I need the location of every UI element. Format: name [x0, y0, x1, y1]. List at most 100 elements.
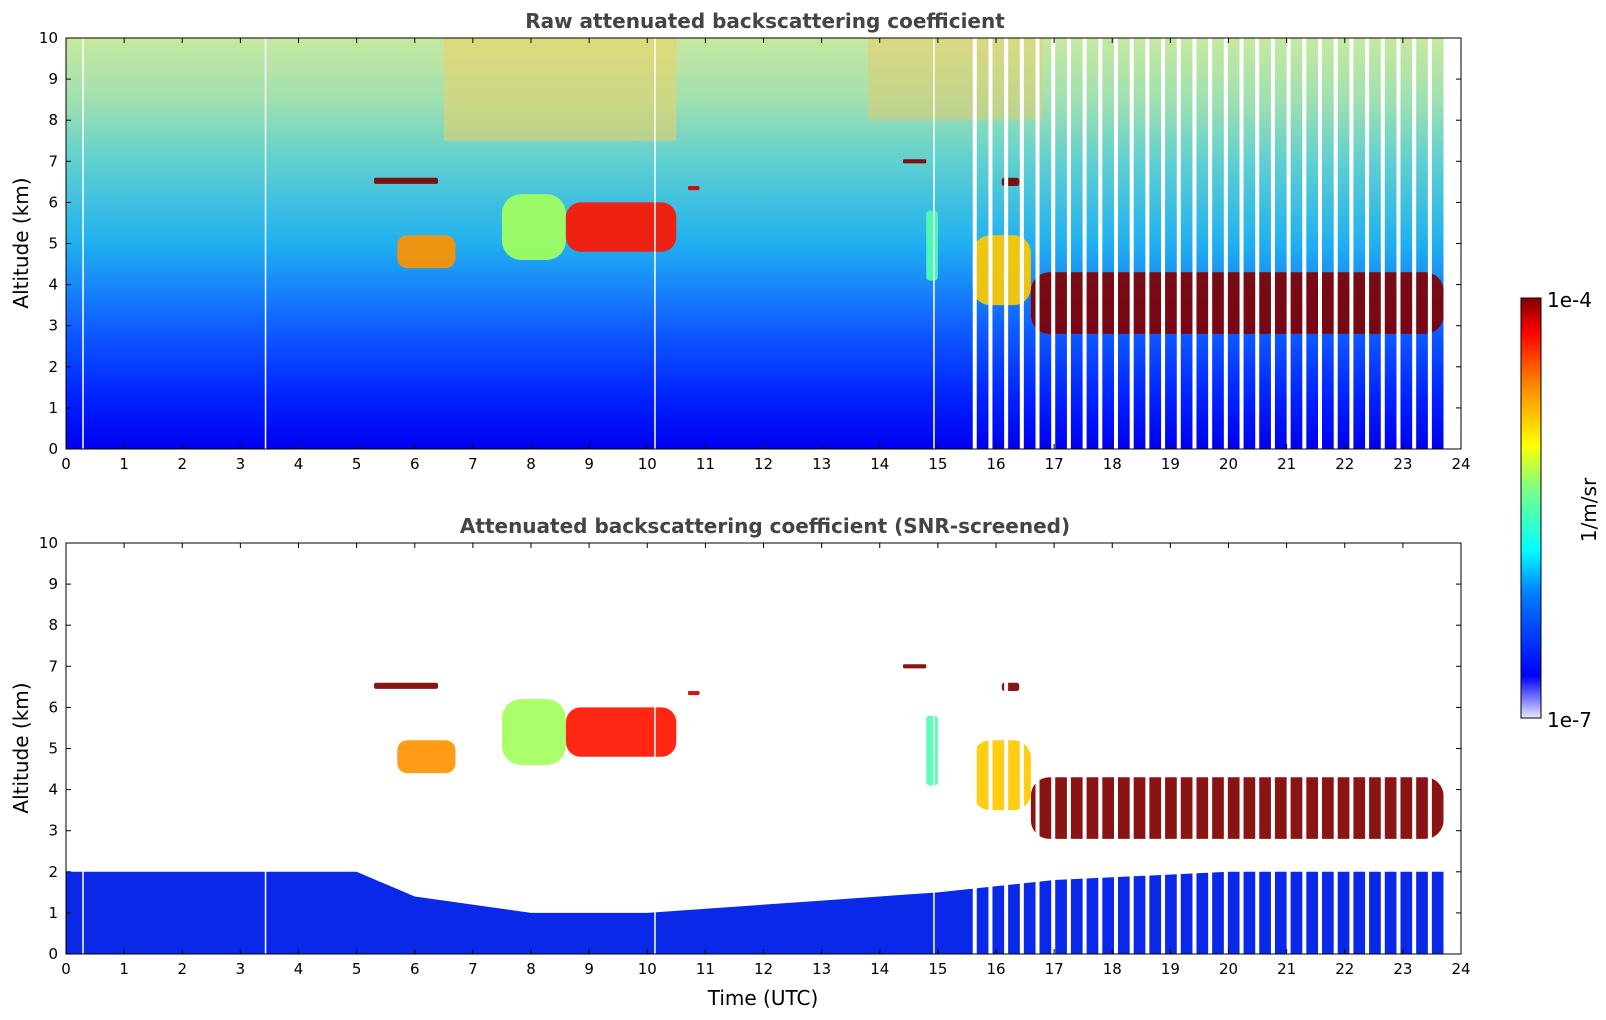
y-tick-label: 10: [39, 29, 58, 47]
cloud-feature: [903, 159, 927, 164]
data-gap: [1129, 38, 1134, 449]
x-tick-label: 6: [410, 960, 420, 978]
data-gap: [1349, 38, 1354, 449]
x-tick-label: 12: [754, 455, 773, 473]
colorbar: 1e-4 1e-7 1/m/sr: [1520, 288, 1601, 732]
y-tick-label: 2: [48, 358, 58, 376]
data-gap: [1019, 543, 1024, 954]
data-gap: [1082, 38, 1087, 449]
panel-title-raw: Raw attenuated backscattering coefficien…: [525, 9, 1005, 33]
data-gap: [1286, 543, 1291, 954]
y-tick-label: 1: [48, 904, 58, 922]
x-tick-label: 9: [584, 455, 594, 473]
data-gap: [1051, 38, 1056, 449]
colorbar-min-label: 1e-7: [1547, 708, 1592, 732]
y-tick-label: 9: [48, 70, 58, 88]
data-gap: [1161, 543, 1166, 954]
data-gap: [1239, 38, 1244, 449]
cloud-feature: [565, 202, 677, 252]
no-data-region: [1443, 38, 1461, 449]
y-tick-label: 2: [48, 863, 58, 881]
data-gap: [1113, 38, 1118, 449]
data-gap: [654, 543, 656, 954]
data-gap: [1349, 543, 1354, 954]
x-tick-label: 1: [119, 455, 129, 473]
data-gap: [1255, 38, 1260, 449]
x-tick-label: 10: [638, 455, 657, 473]
x-tick-label: 19: [1161, 455, 1180, 473]
x-tick-label: 20: [1219, 960, 1238, 978]
data-gap: [654, 38, 656, 449]
cloud-feature: [903, 664, 927, 669]
x-tick-label: 10: [638, 960, 657, 978]
y-tick-label: 7: [48, 657, 58, 675]
y-tick-label: 10: [39, 534, 58, 552]
data-gap: [1145, 543, 1150, 954]
data-gap: [1380, 38, 1385, 449]
heatmap-screened: [66, 543, 1461, 954]
colorbar-max-label: 1e-4: [1547, 288, 1592, 312]
y-tick-label: 4: [48, 781, 58, 799]
data-gap: [988, 38, 993, 449]
x-tick-label: 5: [352, 455, 362, 473]
x-tick-label: 17: [1045, 960, 1064, 978]
data-gap: [1208, 38, 1213, 449]
x-tick-label: 20: [1219, 455, 1238, 473]
data-gap: [1051, 543, 1056, 954]
data-gap: [1098, 38, 1103, 449]
x-tick-label: 7: [468, 960, 478, 978]
x-tick-label: 17: [1045, 455, 1064, 473]
data-gap: [1004, 38, 1009, 449]
cloud-feature: [1030, 777, 1444, 839]
x-tick-label: 0: [61, 960, 71, 978]
daytime-noise: [443, 38, 677, 141]
x-tick-label: 22: [1335, 960, 1354, 978]
data-gap: [1223, 38, 1228, 449]
data-gap: [1427, 543, 1432, 954]
y-tick-label: 7: [48, 152, 58, 170]
data-gap: [1176, 38, 1181, 449]
cloud-feature: [565, 707, 677, 757]
x-tick-label: 11: [696, 960, 715, 978]
x-tick-label: 14: [870, 455, 889, 473]
x-axis-screened: 0 1 2 3 4 5 6 7 8 9 10 11 12 13 14 15 16 17 18 19 20 21 22 23 24: [61, 543, 1471, 978]
data-gap: [988, 543, 993, 954]
data-gap: [1302, 38, 1307, 449]
data-gap: [1082, 543, 1087, 954]
y-tick-label: 6: [48, 193, 58, 211]
x-tick-label: 9: [584, 960, 594, 978]
data-gap: [1192, 38, 1197, 449]
no-data-region: [1443, 543, 1461, 954]
data-gap: [1318, 543, 1323, 954]
x-tick-label: 8: [526, 455, 536, 473]
y-axis-label-screened: Altitude (km): [9, 682, 33, 813]
y-tick-label: 6: [48, 698, 58, 716]
data-gap: [1145, 38, 1150, 449]
x-tick-label: 12: [754, 960, 773, 978]
y-axis-label-raw: Altitude (km): [9, 177, 33, 308]
data-gap: [1255, 543, 1260, 954]
data-gap: [1098, 543, 1103, 954]
x-tick-label: 21: [1277, 455, 1296, 473]
cloud-feature: [501, 699, 566, 765]
y-axis-raw: 0 1 2 3 4 5 6 7 8 9 10: [39, 29, 1461, 458]
x-tick-label: 16: [986, 960, 1005, 978]
panel-title-screened: Attenuated backscattering coefficient (S…: [460, 514, 1070, 538]
data-gap: [1113, 543, 1118, 954]
cloud-feature: [972, 740, 1031, 811]
cloud-feature: [1030, 272, 1444, 334]
y-tick-label: 5: [48, 740, 58, 758]
data-gap: [264, 38, 267, 449]
x-tick-label: 24: [1451, 455, 1470, 473]
x-tick-label: 13: [812, 455, 831, 473]
data-gap: [1208, 543, 1213, 954]
cloud-feature: [397, 740, 456, 774]
data-gap: [1129, 543, 1134, 954]
data-gap: [1380, 543, 1385, 954]
data-gap: [82, 38, 84, 449]
heatmap-raw: [66, 38, 1461, 449]
x-tick-label: 15: [928, 960, 947, 978]
data-gap: [1176, 543, 1181, 954]
data-gap: [1019, 38, 1024, 449]
